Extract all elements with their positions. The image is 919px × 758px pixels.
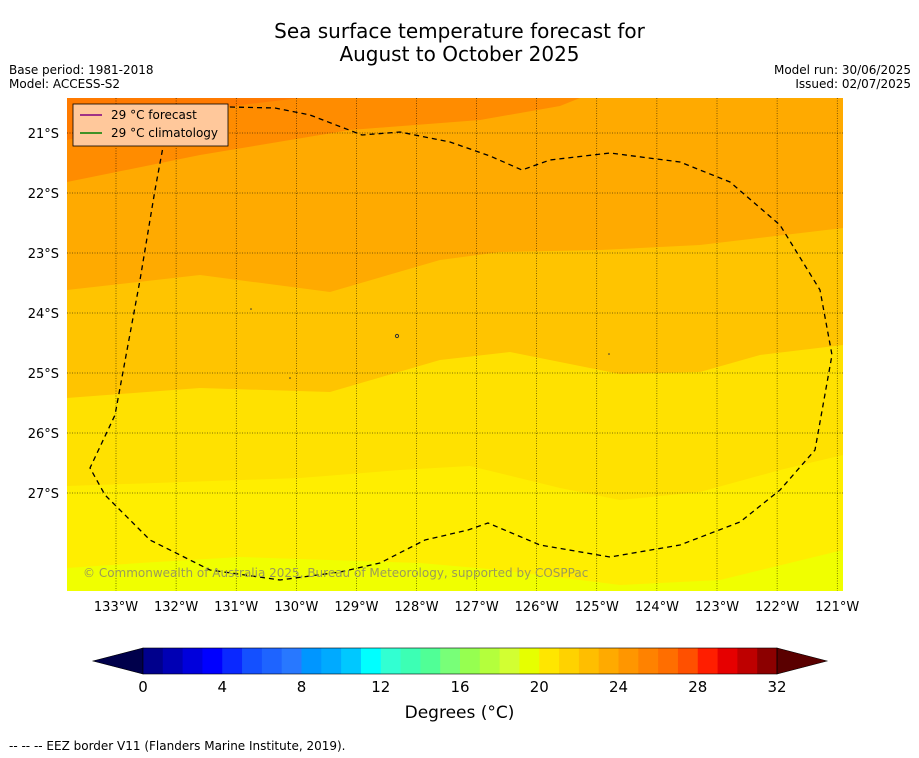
legend-box: [72, 103, 229, 147]
longitude-label: 127°W: [455, 600, 499, 615]
colorbar-tick-label: 20: [530, 678, 549, 696]
colorbar-swatch: [202, 648, 223, 674]
island: [608, 353, 610, 355]
colorbar-tick-label: 12: [371, 678, 390, 696]
colorbar-max-arrow: [776, 647, 829, 675]
colorbar-swatch: [242, 648, 263, 674]
colorbar-swatch: [440, 648, 461, 674]
colorbar-swatch: [757, 648, 778, 674]
colorbar-swatch: [182, 648, 203, 674]
colorbar-swatch: [519, 648, 540, 674]
map-title-line1: Sea surface temperature forecast for: [274, 19, 645, 43]
latitude-label: 27°S: [28, 487, 59, 502]
longitude-label: 126°W: [515, 600, 559, 615]
islands: [250, 308, 610, 379]
colorbar-swatch: [162, 648, 184, 674]
colorbar-swatch: [341, 648, 362, 674]
colorbar-swatch: [559, 648, 580, 674]
longitude-label: 131°W: [214, 600, 258, 615]
model-name: Model: ACCESS-S2: [9, 77, 121, 91]
longitude-labels: 133°W 132°W 131°W 130°W 129°W 128°W 127°W 126°W…: [94, 600, 860, 615]
island: [250, 308, 252, 310]
colorbar-swatch: [598, 648, 619, 674]
colorbar-swatch: [479, 648, 501, 674]
eez-footnote: -- -- -- EEZ border V11 (Flanders Marine…: [9, 739, 346, 753]
metadata-left: Base period: 1981-2018 Model: ACCESS-S2: [9, 63, 154, 91]
colorbar-tick-label: 32: [767, 678, 786, 696]
longitude-label: 121°W: [815, 600, 859, 615]
longitude-label: 125°W: [575, 600, 619, 615]
colorbar-min-arrow: [91, 647, 144, 675]
longitude-label: 124°W: [635, 600, 679, 615]
colorbar-swatch: [460, 648, 481, 674]
colorbar-swatch: [578, 648, 600, 674]
colorbar-swatch: [658, 648, 679, 674]
colorbar-swatch: [499, 648, 520, 674]
sst-map: © Commonwealth of Australia 2025, Bureau…: [28, 98, 860, 696]
graticule: [67, 98, 843, 591]
colorbar-tick-label: 4: [217, 678, 227, 696]
longitude-label: 129°W: [334, 600, 378, 615]
latitude-label: 23°S: [28, 247, 59, 262]
base-period: Base period: 1981-2018: [9, 63, 154, 77]
colorbar-swatch: [717, 648, 738, 674]
latitude-labels: 21°S 22°S 23°S 24°S 25°S 26°S 27°S: [28, 127, 59, 502]
latitude-label: 21°S: [28, 127, 59, 142]
colorbar-swatch: [677, 648, 699, 674]
latitude-label: 22°S: [28, 187, 59, 202]
metadata-right: Model run: 30/06/2025 Issued: 02/07/2025: [774, 63, 911, 91]
colorbar-swatch: [420, 648, 441, 674]
band-22: [67, 550, 843, 591]
colorbar-swatch: [638, 648, 659, 674]
temperature-bands: [67, 98, 843, 591]
issued-date: Issued: 02/07/2025: [795, 77, 911, 91]
latitude-label: 25°S: [28, 367, 59, 382]
legend-forecast-label: 29 °C forecast: [111, 108, 197, 122]
island: [289, 377, 291, 379]
colorbar-swatch: [261, 648, 283, 674]
legend-climatology-label: 29 °C climatology: [111, 126, 218, 140]
longitude-label: 123°W: [695, 600, 739, 615]
colorbar-swatch: [737, 648, 758, 674]
colorbar-ticks: 0 4 8 12 16 20 24 28 32: [138, 678, 786, 696]
colorbar-tick-label: 28: [688, 678, 707, 696]
colorbar-tick-label: 16: [450, 678, 469, 696]
latitude-label: 26°S: [28, 427, 59, 442]
longitude-label: 122°W: [755, 600, 799, 615]
colorbar-swatch: [400, 648, 421, 674]
colorbar: [91, 647, 829, 675]
colorbar-swatch: [281, 648, 302, 674]
colorbar-swatch: [222, 648, 243, 674]
colorbar-swatch: [301, 648, 322, 674]
colorbar-swatch: [380, 648, 401, 674]
longitude-label: 130°W: [274, 600, 318, 615]
latitude-label: 24°S: [28, 307, 59, 322]
colorbar-tick-label: 8: [297, 678, 307, 696]
map-legend: 29 °C forecast 29 °C climatology: [72, 103, 229, 147]
longitude-label: 128°W: [394, 600, 438, 615]
eez-border: [89, 106, 833, 581]
island: [394, 333, 400, 339]
map-title-line2: August to October 2025: [339, 42, 580, 66]
colorbar-swatch: [321, 648, 342, 674]
model-run: Model run: 30/06/2025: [773, 63, 911, 77]
colorbar-swatch: [539, 648, 560, 674]
colorbar-swatch: [143, 648, 164, 674]
band-26-27: [67, 98, 843, 292]
colorbar-swatch: [697, 648, 718, 674]
colorbar-swatch: [618, 648, 639, 674]
colorbar-label: Degrees (°C): [404, 703, 515, 723]
longitude-label: 133°W: [94, 600, 138, 615]
copyright-notice: © Commonwealth of Australia 2025, Bureau…: [83, 566, 588, 580]
colorbar-swatch: [360, 648, 382, 674]
colorbar-tick-label: 0: [138, 678, 148, 696]
longitude-label: 132°W: [154, 600, 198, 615]
colorbar-tick-label: 24: [609, 678, 628, 696]
